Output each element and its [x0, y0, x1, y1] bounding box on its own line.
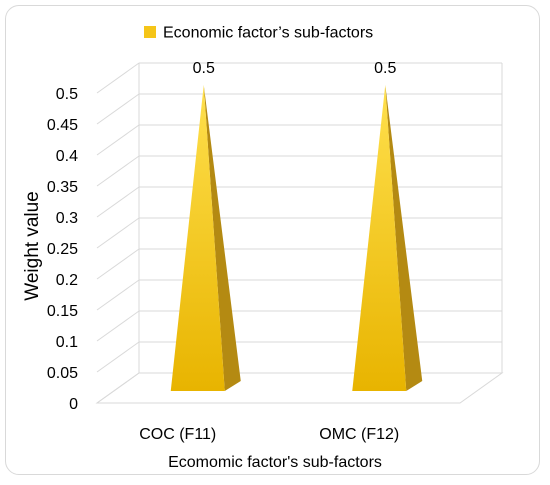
legend: Economic factor’s sub-factors	[144, 25, 373, 42]
y-tick-label: 0.5	[56, 86, 78, 103]
y-tick-label: 0.45	[47, 117, 78, 134]
gridline-side	[96, 93, 140, 125]
gridlines	[95, 62, 504, 404]
bar-side-face	[203, 85, 241, 391]
gridline-side	[96, 279, 140, 311]
gridline-side	[96, 62, 140, 94]
y-tick-label: 0.3	[56, 210, 78, 227]
y-tick-label: 0	[69, 396, 78, 413]
gridline-side	[96, 186, 140, 218]
y-tick-label: 0.1	[56, 334, 78, 351]
gridline-side	[96, 124, 140, 156]
x-tick-label: COC (F11)	[139, 426, 216, 443]
x-axis-label: Ecomomic factor's sub-factors	[168, 454, 382, 471]
chart-frame	[5, 5, 540, 475]
bar	[352, 85, 423, 391]
data-label: 0.5	[193, 60, 215, 77]
gridline-side	[96, 248, 140, 280]
y-tick-label: 0.25	[47, 241, 78, 258]
gridline-side	[96, 217, 140, 249]
bar-front-face	[352, 85, 407, 391]
floor	[95, 372, 504, 404]
gridline-side	[96, 310, 140, 342]
bar-side-face	[385, 85, 423, 391]
y-tick-label: 0.2	[56, 272, 78, 289]
y-tick-label: 0.15	[47, 303, 78, 320]
gridline-side	[96, 341, 140, 373]
x-tick-label: OMC (F12)	[319, 426, 399, 443]
bar	[170, 85, 241, 391]
gridline-side	[96, 155, 140, 187]
y-axis-label: Weight value	[22, 191, 43, 301]
y-tick-label: 0.05	[47, 365, 78, 382]
y-tick-label: 0.35	[47, 179, 78, 196]
legend-swatch	[144, 26, 156, 38]
legend-label: Economic factor’s sub-factors	[163, 25, 373, 42]
bar-front-face	[170, 85, 225, 391]
y-tick-label: 0.4	[56, 148, 78, 165]
bars	[170, 85, 423, 391]
data-label: 0.5	[374, 60, 396, 77]
